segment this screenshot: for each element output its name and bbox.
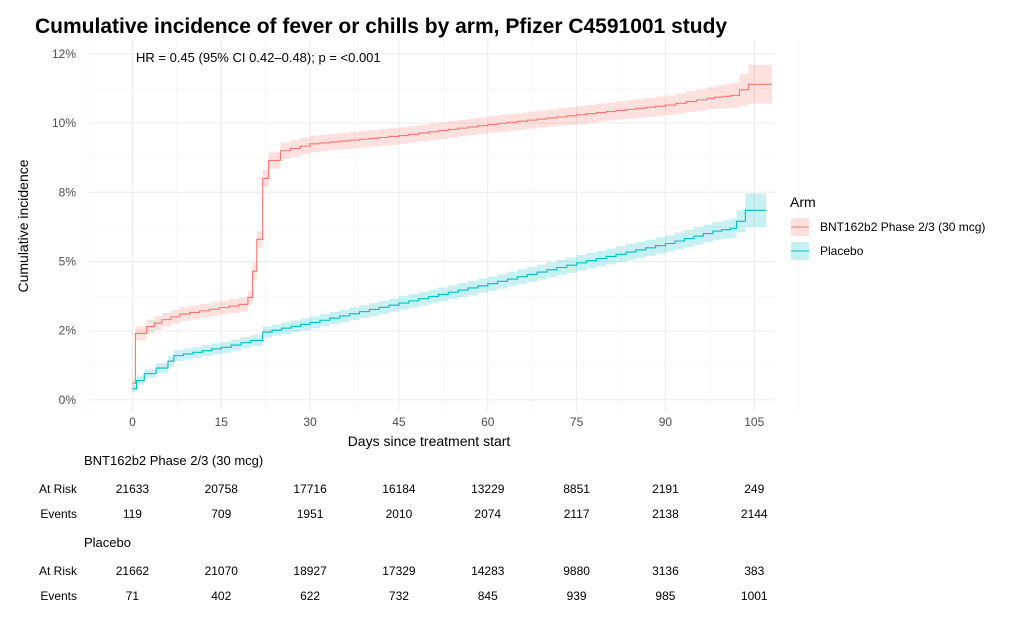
series-lines <box>132 83 773 390</box>
at-risk-cell: 21070 <box>205 564 239 578</box>
events-cell: 2010 <box>386 507 413 521</box>
at-risk-cell: 16184 <box>382 482 416 496</box>
risk-row-label: Events <box>40 589 77 603</box>
y-tick-label: 5% <box>59 254 77 268</box>
at-risk-cell: 21662 <box>116 564 150 578</box>
events-cell: 2074 <box>474 507 501 521</box>
risk-row-label: At Risk <box>39 482 78 496</box>
at-risk-cell: 249 <box>744 482 764 496</box>
legend-title: Arm <box>790 194 816 210</box>
y-axis-label: Cumulative incidence <box>15 159 31 292</box>
at-risk-cell: 3136 <box>652 564 679 578</box>
at-risk-cell: 8851 <box>563 482 590 496</box>
at-risk-cell: 2191 <box>652 482 679 496</box>
x-tick-label: 15 <box>215 415 229 429</box>
y-tick-label: 10% <box>52 116 76 130</box>
events-cell: 985 <box>655 589 675 603</box>
at-risk-cell: 17329 <box>382 564 416 578</box>
events-cell: 2117 <box>564 507 590 521</box>
x-axis: 0 15 30 45 60 75 90 105 <box>129 415 765 429</box>
at-risk-cell: 21633 <box>116 482 150 496</box>
x-tick-label: 105 <box>744 415 764 429</box>
risk-row-label: Events <box>40 507 77 521</box>
confidence-bands <box>132 64 773 392</box>
series-line-1 <box>132 209 767 390</box>
events-cell: 732 <box>389 589 409 603</box>
y-tick-label: 2% <box>59 324 77 338</box>
events-cell: 119 <box>123 507 142 521</box>
x-tick-label: 90 <box>659 415 673 429</box>
at-risk-cell: 13229 <box>471 482 505 496</box>
series-line-0 <box>132 83 773 384</box>
legend: Arm BNT162b2 Phase 2/3 (30 mcg) Placebo <box>790 194 985 260</box>
x-tick-label: 45 <box>392 415 406 429</box>
chart-title: Cumulative incidence of fever or chills … <box>35 15 727 38</box>
risk-table: BNT162b2 Phase 2/3 (30 mcg) At Risk Events… <box>39 453 768 603</box>
x-tick-label: 75 <box>570 415 584 429</box>
risk-row-label: At Risk <box>39 564 78 578</box>
at-risk-cell: 20758 <box>205 482 239 496</box>
at-risk-cell: 18927 <box>293 564 327 578</box>
x-tick-label: 30 <box>303 415 317 429</box>
at-risk-cell: 14283 <box>471 564 505 578</box>
y-tick-label: 12% <box>52 47 76 61</box>
y-axis: 0% 2% 5% 8% 10% 12% <box>52 47 76 407</box>
y-tick-label: 0% <box>59 393 77 407</box>
grid <box>87 40 800 411</box>
x-tick-label: 60 <box>481 415 495 429</box>
risk-group-title: BNT162b2 Phase 2/3 (30 mcg) <box>84 453 263 468</box>
events-cell: 939 <box>567 589 587 603</box>
y-tick-label: 8% <box>59 185 77 199</box>
risk-group-title: Placebo <box>84 535 131 550</box>
confidence-band-0 <box>132 64 773 388</box>
events-cell: 1951 <box>297 507 324 521</box>
at-risk-cell: 17716 <box>293 482 327 496</box>
legend-label-1: Placebo <box>820 244 864 258</box>
events-cell: 2138 <box>652 507 679 521</box>
legend-label-0: BNT162b2 Phase 2/3 (30 mcg) <box>820 220 985 234</box>
events-cell: 622 <box>300 589 320 603</box>
events-cell: 402 <box>211 589 231 603</box>
at-risk-cell: 383 <box>744 564 764 578</box>
x-axis-label: Days since treatment start <box>348 433 511 449</box>
x-tick-label: 0 <box>129 415 136 429</box>
events-cell: 845 <box>478 589 498 603</box>
annotation: HR = 0.45 (95% CI 0.42–0.48); p = <0.001 <box>136 50 381 65</box>
events-cell: 1001 <box>741 589 768 603</box>
events-cell: 2144 <box>741 507 768 521</box>
events-cell: 71 <box>126 589 140 603</box>
at-risk-cell: 9880 <box>563 564 590 578</box>
events-cell: 709 <box>211 507 231 521</box>
